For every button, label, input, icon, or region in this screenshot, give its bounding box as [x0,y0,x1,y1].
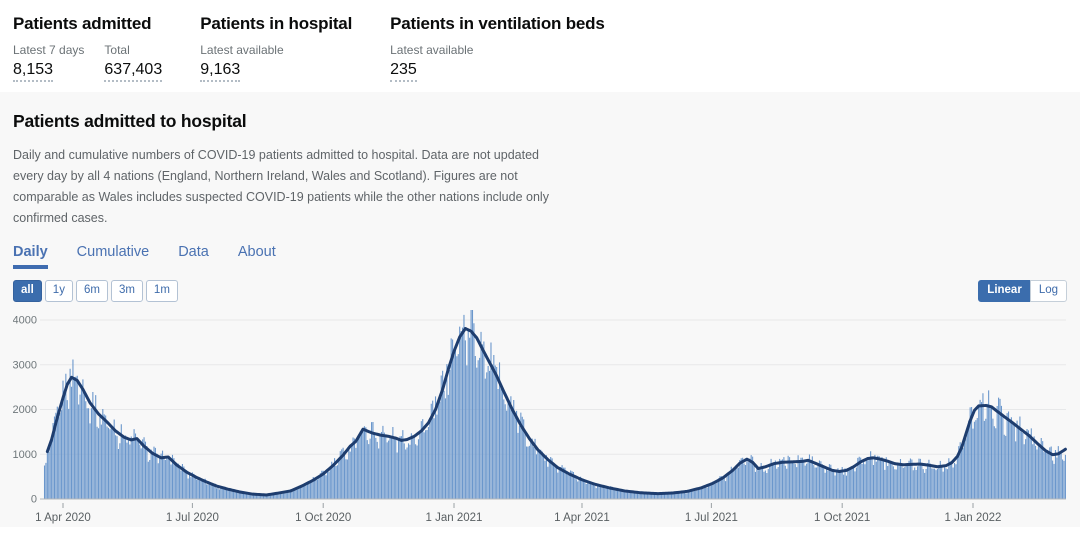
range-button-1m[interactable]: 1m [145,280,178,302]
metric-latest-available: Latest available 9,163 [200,42,284,83]
stat-group-patients-in-hospital: Patients in hospital Latest available 9,… [200,14,353,83]
admissions-chart[interactable]: 0 1000 2000 3000 4000 1 Apr 2020 1 Jul 2020 1 O… [13,306,1067,533]
range-button-3m[interactable]: 3m [110,280,143,302]
metric-label: Latest 7 days [13,42,85,57]
date-range-group: all 1y 6m 3m 1m [13,280,178,302]
metric-value[interactable]: 637,403 [104,60,163,83]
stat-title: Patients in ventilation beds [390,14,605,33]
stat-title: Patients admitted [13,14,152,33]
card-description: Daily and cumulative numbers of COVID-19… [13,148,549,225]
svg-text:4000: 4000 [13,314,37,326]
chart-tabs: Daily Cumulative Data About [13,244,1067,269]
summary-header: Patients admitted Latest 7 days 8,153 To… [0,0,1080,92]
range-button-all[interactable]: all [13,280,42,302]
patients-admitted-card: Patients admitted to hospital Daily and … [0,92,1080,527]
metric-value[interactable]: 235 [390,60,417,83]
range-button-1y[interactable]: 1y [44,280,73,302]
svg-text:1000: 1000 [13,448,37,460]
svg-text:1 Jul 2020: 1 Jul 2020 [166,512,219,524]
metric-label: Latest available [200,42,284,57]
svg-text:1 Jan 2022: 1 Jan 2022 [945,512,1002,524]
range-button-6m[interactable]: 6m [75,280,108,302]
svg-text:3000: 3000 [13,359,37,371]
tab-data[interactable]: Data [178,244,209,260]
metric-value[interactable]: 8,153 [13,60,54,83]
svg-text:0: 0 [31,493,37,505]
tab-daily[interactable]: Daily [13,244,48,269]
metric-latest-7-days: Latest 7 days 8,153 [13,43,84,83]
metric-label: Total [104,42,130,57]
metric-label: Latest available [390,42,474,57]
metric-total: Total 637,403 [104,42,163,83]
svg-text:1 Apr 2021: 1 Apr 2021 [554,512,610,524]
stat-group-patients-admitted: Patients admitted Latest 7 days 8,153 To… [13,14,163,83]
svg-text:1 Oct 2021: 1 Oct 2021 [814,512,870,524]
chart-controls: all 1y 6m 3m 1m Linear Log [13,280,1067,302]
tab-about[interactable]: About [237,244,276,260]
scale-toggle-group: Linear Log [978,280,1067,302]
card-title: Patients admitted to hospital [13,111,247,131]
scale-button-log[interactable]: Log [1029,280,1067,302]
scale-button-linear[interactable]: Linear [978,280,1031,302]
svg-text:1 Oct 2020: 1 Oct 2020 [295,512,351,524]
svg-text:1 Jul 2021: 1 Jul 2021 [685,512,738,524]
metric-latest-available: Latest available 235 [390,43,473,83]
svg-text:1 Jan 2021: 1 Jan 2021 [426,512,483,524]
tab-cumulative[interactable]: Cumulative [76,244,150,260]
stat-title: Patients in hospital [200,14,353,33]
stat-group-patients-in-ventilation-beds: Patients in ventilation beds Latest avai… [390,14,605,83]
metric-value[interactable]: 9,163 [200,60,241,83]
svg-text:2000: 2000 [13,404,37,416]
svg-text:1 Apr 2020: 1 Apr 2020 [35,512,91,524]
admissions-chart-svg[interactable]: 0 1000 2000 3000 4000 1 Apr 2020 1 Jul 2020 1 O… [13,306,1067,528]
